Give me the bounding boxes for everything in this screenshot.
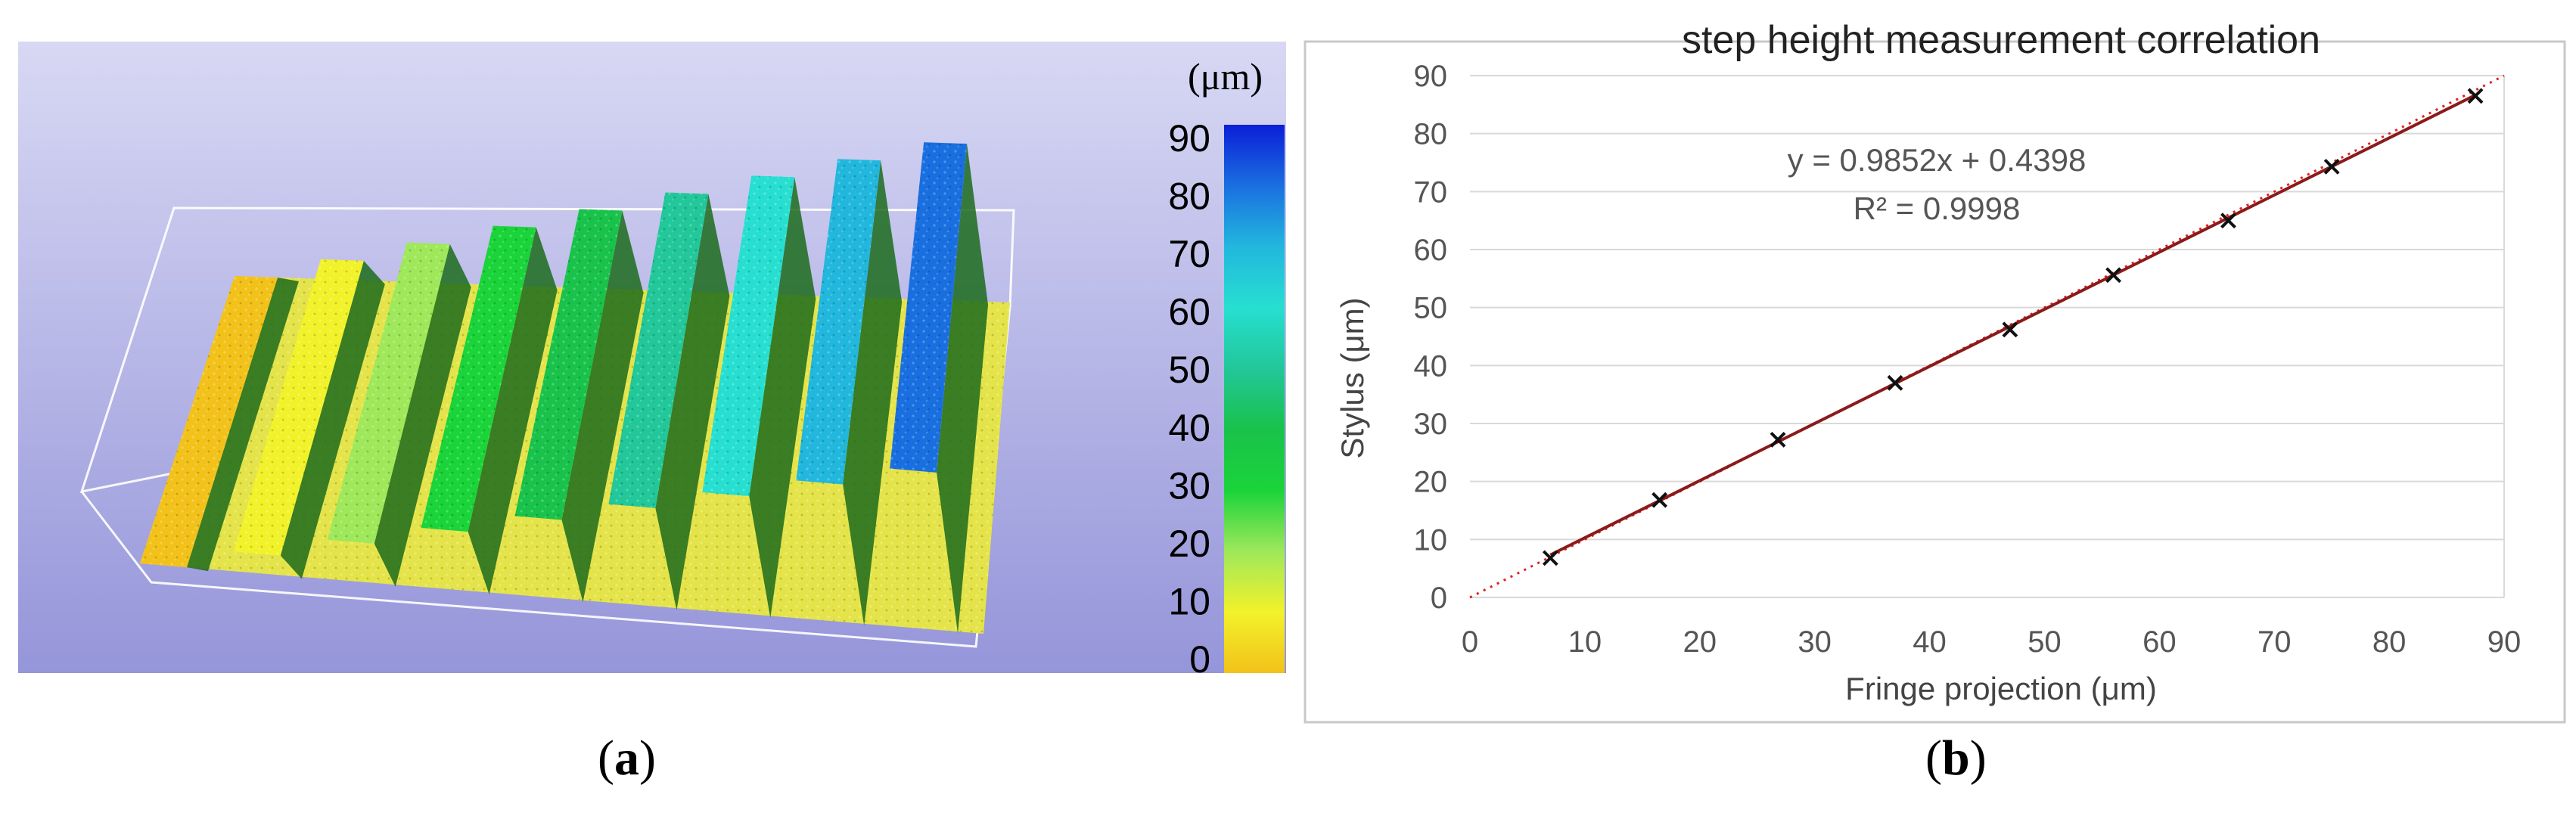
step-ridge-texture <box>233 259 364 556</box>
y-tick-label: 80 <box>1414 118 1448 151</box>
data-point <box>2467 88 2484 104</box>
chart-title: step height measurement correlation <box>1682 18 2320 62</box>
y-tick-label: 70 <box>1414 175 1448 209</box>
data-points <box>1542 88 2484 566</box>
step-ridge-shadow <box>280 260 385 579</box>
equation-label: y = 0.9852x + 0.4398 <box>1788 142 2087 178</box>
y-axis-label: Stylus (μm) <box>1335 297 1370 458</box>
step-ridge-shadow <box>374 244 471 587</box>
colorbar: 90 80 70 60 50 40 30 20 10 0 <box>1168 117 1285 681</box>
colorbar-tick-label: 20 <box>1168 523 1210 565</box>
colorbar-tick-label: 90 <box>1168 117 1210 160</box>
step-ridge-texture <box>327 242 450 544</box>
step-ridge-texture <box>421 225 536 532</box>
x-tick-label: 80 <box>2372 625 2407 659</box>
colorbar-tick-label: 70 <box>1168 233 1210 275</box>
panel-a-label: (a) <box>598 731 656 786</box>
step-ridge-texture <box>608 192 709 508</box>
x-tick-labels: 0 10 20 30 40 50 60 70 80 90 <box>1462 625 2521 659</box>
grid-lines <box>1470 75 2505 598</box>
x-tick-label: 40 <box>1913 625 1947 659</box>
r-squared-label: R² = 0.9998 <box>1854 191 2021 226</box>
y-tick-label: 50 <box>1414 292 1448 325</box>
step-ridge-texture <box>796 159 881 485</box>
x-axis-label: Fringe projection (μm) <box>1845 671 2157 706</box>
y-tick-labels: 0 10 20 30 40 50 60 70 80 90 <box>1414 60 1448 615</box>
step-ridge-texture <box>140 276 278 568</box>
step-ridge-shadow <box>655 194 730 610</box>
x-tick-label: 30 <box>1798 625 1832 659</box>
step-ridge-shadow <box>749 177 816 619</box>
colorbar-tick-label: 80 <box>1168 175 1210 218</box>
colorbar-tick-label: 40 <box>1168 407 1210 449</box>
y-tick-label: 40 <box>1414 349 1448 383</box>
colorbar-tick-label: 30 <box>1168 464 1210 507</box>
colorbar-tick-label: 50 <box>1168 349 1210 391</box>
y-tick-label: 90 <box>1414 60 1448 93</box>
step-surface-3d <box>79 142 1015 648</box>
y-tick-label: 10 <box>1414 523 1448 557</box>
panel-a-figure: 90 80 70 60 50 40 30 20 10 0 (μm) <box>18 42 1286 681</box>
step-ridge-texture <box>702 175 795 497</box>
step-ridge-shadow <box>468 227 558 595</box>
colorbar-tick-label: 0 <box>1189 638 1210 681</box>
data-point <box>1770 432 1786 448</box>
step-ridge-shadow <box>937 144 989 634</box>
step-ridge-texture <box>514 209 623 520</box>
colorbar-tick-label: 60 <box>1168 291 1210 333</box>
y-tick-label: 0 <box>1431 582 1447 615</box>
x-tick-label: 60 <box>2143 625 2177 659</box>
data-point <box>2220 213 2236 229</box>
x-tick-label: 90 <box>2487 625 2522 659</box>
data-point <box>2105 267 2121 284</box>
data-point <box>2323 158 2340 175</box>
step-ridge-shadow <box>843 160 903 626</box>
panel-b-figure: step height measurement correlation 0 10 2… <box>1304 18 2566 724</box>
x-tick-label: 10 <box>1568 625 1602 659</box>
step-ridge-shadow <box>561 210 644 603</box>
colorbar-tick-label: 10 <box>1168 580 1210 622</box>
x-tick-label: 50 <box>2028 625 2062 659</box>
x-tick-label: 0 <box>1462 625 1478 659</box>
data-point <box>1652 492 1668 508</box>
step-ridge-texture <box>890 142 968 473</box>
data-point <box>2002 321 2018 338</box>
colorbar-gradient <box>1224 125 1285 673</box>
y-tick-label: 30 <box>1414 408 1448 441</box>
y-tick-label: 60 <box>1414 234 1448 267</box>
step-ridge-shadow <box>186 277 299 572</box>
data-point <box>1542 550 1558 566</box>
colorbar-unit: (μm) <box>1188 55 1263 98</box>
data-point <box>1887 374 1903 391</box>
y-tick-label: 20 <box>1414 466 1448 499</box>
panel-b-label: (b) <box>1925 731 1987 786</box>
x-tick-label: 20 <box>1683 625 1717 659</box>
x-tick-label: 70 <box>2257 625 2292 659</box>
